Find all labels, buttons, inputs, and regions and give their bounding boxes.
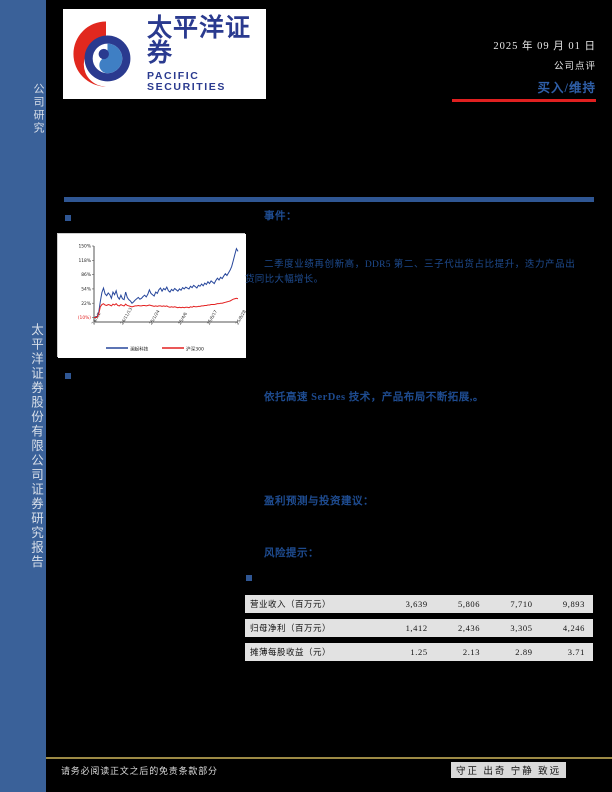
table-cell-value: 7,710: [488, 595, 541, 613]
heading-risk: 风险提示：: [264, 548, 319, 559]
header-meta: 2025 年 09 月 01 日 公司点评 买入/维持: [336, 38, 596, 102]
table-cell-value: 1.25: [383, 643, 436, 661]
footer-divider: [46, 757, 612, 759]
legend-label-index: 沪深300: [186, 346, 204, 353]
sidebar-top-text: 公司研究: [32, 83, 44, 135]
financial-summary-table: 营业收入（百万元） 3,639 5,806 7,710 9,893 归母净利（百万元） 1,…: [245, 589, 593, 667]
chart-line-stock: [93, 247, 239, 319]
sidebar-label-company-research: 公司研究: [0, 64, 46, 154]
chart-y-tick-label: 54%: [81, 287, 91, 293]
legend-label-stock: 澜起科技: [130, 346, 149, 353]
brand-logo-box: 太平洋证券 PACIFIC SECURITIES: [63, 9, 266, 99]
chart-y-tick-label: 150%: [78, 244, 91, 250]
brand-wordmark: 太平洋证券 PACIFIC SECURITIES: [147, 16, 266, 92]
table-row-label: 归母净利（百万元）: [245, 619, 384, 637]
sidebar-main-text: 太平洋证券股份有限公司证券研究报告: [29, 322, 43, 570]
table-cell-value: 5,806: [435, 595, 489, 613]
table-cell-value: 9,893: [540, 595, 593, 613]
report-type: 公司点评: [553, 62, 596, 72]
brand-name-en: PACIFIC SECURITIES: [147, 70, 227, 93]
stock-performance-chart: 150% 118% 86% 54% 22% (10%) 24/9/2 24/11/13 25/…: [57, 233, 246, 358]
heading-serdes: 依托高速 SerDes 技术，产品布局不断拓展,。: [264, 392, 484, 403]
chart-x-tick-label: 24/9/2: [91, 311, 102, 325]
table-row-label: 摊薄每股收益（元）: [245, 643, 384, 661]
table-cell-value: 4,246: [540, 619, 593, 637]
chart-y-tick-label: (10%): [78, 315, 91, 321]
report-date: 2025 年 09 月 01 日: [493, 41, 596, 52]
document-page: 太平洋证券 PACIFIC SECURITIES 2025 年 09 月 01 …: [46, 0, 612, 792]
sidebar-label-research-report: 太平洋证券股份有限公司证券研究报告: [0, 236, 46, 656]
chart-x-axis-ticks: 24/9/2 24/11/13 25/1/24 25/4/6 25/6/17 25/8/2…: [91, 306, 246, 325]
table-row-label: 营业收入（百万元）: [245, 595, 384, 613]
bullet-marker-event: [65, 215, 71, 221]
left-sidebar: 公司研究 太平洋证券股份有限公司证券研究报告: [0, 0, 46, 792]
heading-event: 事件：: [264, 211, 297, 222]
chart-line-index: [94, 297, 239, 319]
chart-y-tick-label: 118%: [78, 258, 91, 264]
chart-x-tick-label: 25/4/6: [177, 311, 188, 325]
table-cell-value: 2.13: [435, 643, 489, 661]
table-cell-value: 2,436: [435, 619, 489, 637]
rating-underline: [452, 99, 596, 102]
table-cell-value: 3,305: [488, 619, 541, 637]
heading-forecast: 盈利预测与投资建议：: [264, 496, 374, 507]
table-cell-value: 3,639: [383, 595, 436, 613]
chart-y-tick-label: 22%: [81, 301, 91, 307]
footer-slogan: 守正 出奇 宁静 致远: [451, 762, 567, 778]
table-cell-value: 2.89: [488, 643, 541, 661]
table-row: 归母净利（百万元） 1,412 2,436 3,305 4,246: [245, 619, 593, 637]
bullet-marker-serdes: [65, 373, 71, 379]
chart-y-tick-label: 86%: [81, 272, 91, 278]
paragraph-event: 二季度业绩再创新高，DDR5 第二、三子代出货占比提升，迭力产品出货同比大幅增长…: [245, 260, 575, 285]
bullet-marker-table: [246, 575, 252, 581]
table-cell-value: 1,412: [383, 619, 436, 637]
footer-disclaimer: 请务必阅读正文之后的免责条款部分: [61, 766, 218, 776]
rating-badge: 买入/维持: [537, 81, 596, 95]
chart-x-tick-label: 25/8/28: [235, 309, 246, 326]
section-divider-bar: [64, 197, 594, 202]
pacific-securities-logo-icon: [73, 21, 131, 87]
table-cell-value: 3.71: [540, 643, 593, 661]
table-row: 摊薄每股收益（元） 1.25 2.13 2.89 3.71: [245, 643, 593, 661]
table-row: 营业收入（百万元） 3,639 5,806 7,710 9,893: [245, 595, 593, 613]
chart-y-axis-ticks: 150% 118% 86% 54% 22% (10%): [78, 244, 94, 321]
brand-name-cn: 太平洋证券: [147, 14, 252, 67]
chart-canvas: 150% 118% 86% 54% 22% (10%) 24/9/2 24/11/13 25/…: [58, 234, 246, 358]
